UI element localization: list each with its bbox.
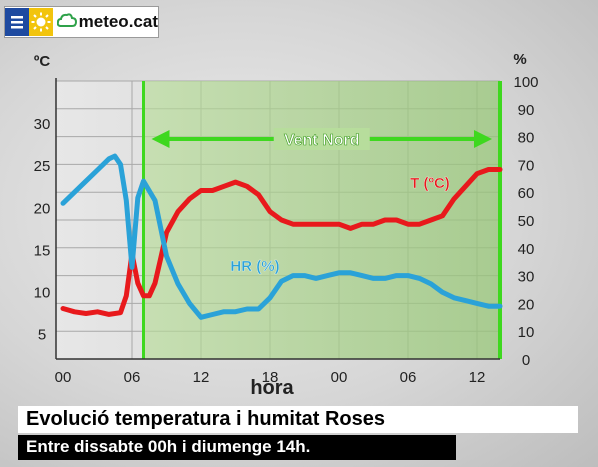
x-tick-label: 12 — [193, 369, 210, 386]
subtitle-bar: Entre dissabte 00h i diumenge 14h. — [18, 435, 456, 460]
x-tick-label: 06 — [124, 369, 141, 386]
y-left-tick: 5 — [38, 327, 46, 344]
y-right-tick: 30 — [518, 269, 535, 286]
title-bar: Evolució temperatura i humitat Roses — [18, 406, 578, 433]
y-right-tick: 10 — [518, 324, 535, 341]
humidity-line — [60, 153, 503, 320]
x-tick-label: 12 — [469, 369, 486, 386]
y-left-tick: 20 — [34, 200, 51, 217]
x-tick-label: 06 — [400, 369, 417, 386]
y-left-tick: 15 — [34, 242, 51, 259]
y-right-tick: 70 — [518, 157, 535, 174]
y-right-tick: 60 — [518, 185, 535, 202]
vent-arrow-head-left — [151, 130, 170, 148]
vent-nord-label: Vent Nord — [284, 132, 360, 149]
y-left-label: ºC — [34, 53, 50, 70]
y-right-tick: 0 — [522, 352, 530, 369]
y-right-tick: 100 — [513, 74, 538, 91]
y-right-tick: 20 — [518, 296, 535, 313]
y-right-label: % — [513, 51, 526, 68]
y-right-tick: 40 — [518, 241, 535, 258]
y-right-tick: 50 — [518, 213, 535, 230]
x-axis-label: hora — [250, 377, 294, 399]
x-tick-label: 00 — [331, 369, 348, 386]
chart-subtitle: Entre dissabte 00h i diumenge 14h. — [26, 437, 311, 456]
y-left-tick: 25 — [34, 158, 51, 175]
meteocat-logo[interactable]: meteo.cat — [4, 6, 159, 38]
menu-icon — [5, 8, 29, 36]
y-left-tick: 10 — [34, 285, 51, 302]
y-left-tick: 30 — [34, 116, 51, 133]
y-right-tick: 80 — [518, 130, 535, 147]
humidity-series-label: HR (%) — [230, 258, 279, 275]
x-tick-label: 18 — [262, 369, 279, 386]
chart-title: Evolució temperatura i humitat Roses — [26, 408, 385, 430]
x-tick-label: 00 — [55, 369, 72, 386]
vent-nord-arrow — [151, 128, 492, 150]
sun-icon — [28, 8, 53, 36]
vent-nord-band — [143, 81, 500, 359]
cloud-icon — [56, 12, 77, 33]
logo-text: meteo.cat — [78, 12, 158, 31]
y-right-tick: 90 — [518, 102, 535, 119]
vent-arrow-head-right — [474, 130, 492, 148]
temperature-series-label: T (ºC) — [410, 175, 450, 192]
vent-label-bg — [273, 128, 370, 150]
